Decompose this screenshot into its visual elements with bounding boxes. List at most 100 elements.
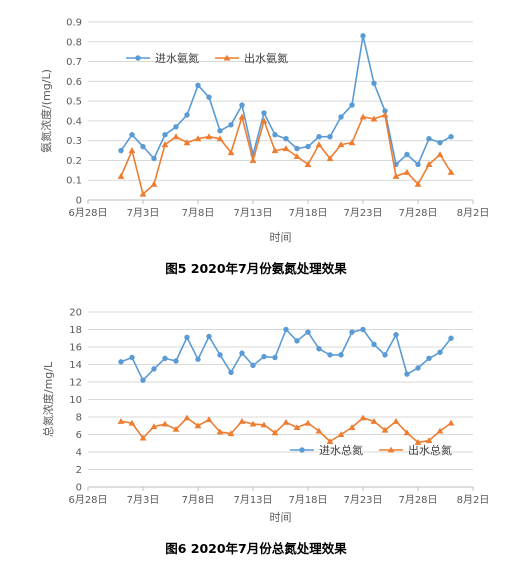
series-0-point xyxy=(195,82,201,88)
y-tick-label: 0.9 xyxy=(66,18,82,29)
series-1-point xyxy=(315,427,323,434)
y-tick-label: 18 xyxy=(69,325,82,336)
y-tick-label: 20 xyxy=(69,308,82,319)
y-axis-title: 氨氮浓度/(mg/L) xyxy=(39,69,53,153)
series-1-point xyxy=(271,147,279,154)
total-nitrogen-chart-svg: 0 2 4 6 8 10 12 14 16 18 20 6月28日 7月3日 7月8日 7月13日 7月18日… xyxy=(41,308,489,525)
series-0-point xyxy=(371,80,377,87)
series-0-point xyxy=(173,358,179,364)
series-0-point xyxy=(162,132,168,138)
y-tick-label: 0.5 xyxy=(66,97,82,108)
series-0-point xyxy=(360,33,366,39)
series-1-line xyxy=(120,114,452,195)
ammonia-chart: 0 0.1 0.2 0.3 0.4 0.5 0.6 0.7 0.8 0.9 6月28日 7月3日 7月8… xyxy=(0,0,512,282)
series-0-point xyxy=(437,139,443,146)
y-tick-label: 0.2 xyxy=(66,156,82,167)
series-0-point xyxy=(316,346,322,352)
series-0-point xyxy=(327,352,333,358)
series-1-point xyxy=(205,133,213,140)
series-1-point xyxy=(436,427,444,434)
figure6-caption: 图6 2020年7月份总氮处理效果 xyxy=(165,541,347,556)
series-0-point xyxy=(294,145,300,152)
series-0-point xyxy=(206,94,212,100)
series-0-point xyxy=(283,135,289,142)
series-0-point xyxy=(162,355,168,362)
x-tick-label: 7月28日 xyxy=(398,207,437,219)
series-1-point xyxy=(304,161,312,167)
series-1-point xyxy=(227,430,235,437)
series-0-point xyxy=(294,338,300,344)
series-0-point xyxy=(327,134,333,140)
y-tick-label: 0.3 xyxy=(66,136,82,147)
series-1-point xyxy=(249,420,257,427)
series-0-point xyxy=(228,369,234,376)
series-1-point xyxy=(381,111,389,118)
series-0-point xyxy=(426,135,432,142)
series-0-point xyxy=(349,329,355,335)
y-tick-label: 0.1 xyxy=(66,176,82,187)
y-axis-title: 总氮浓度/mg/L xyxy=(41,361,55,437)
series-0-point xyxy=(437,349,443,355)
y-tick-label: 16 xyxy=(69,343,82,354)
series-1-point xyxy=(172,425,180,432)
series-0-point xyxy=(349,102,355,108)
series-1-point xyxy=(260,421,268,428)
series-1-point xyxy=(161,420,169,427)
series-0-point xyxy=(415,161,421,168)
series-0-point xyxy=(360,326,366,333)
x-tick-label: 7月8日 xyxy=(182,494,215,506)
y-tick-label: 12 xyxy=(69,378,82,389)
legend-swatch-marker xyxy=(387,446,395,453)
series-1-point xyxy=(315,141,323,148)
series-1-point xyxy=(436,151,444,158)
series-1-point xyxy=(447,419,455,426)
y-tick-label: 14 xyxy=(69,360,82,371)
series-1-point xyxy=(348,424,356,431)
series-0-point xyxy=(415,365,421,371)
series-1-group xyxy=(117,111,455,197)
series-1-point xyxy=(337,431,345,438)
series-1-point xyxy=(128,419,136,426)
ammonia-chart-svg: 0 0.1 0.2 0.3 0.4 0.5 0.6 0.7 0.8 0.9 6月28日 7月3日 7月8… xyxy=(39,18,490,245)
series-0-point xyxy=(272,132,278,138)
series-1-point xyxy=(260,117,268,124)
x-tick-label: 7月3日 xyxy=(127,207,160,219)
x-tick-label: 8月2日 xyxy=(457,207,490,219)
series-0-point xyxy=(129,132,135,138)
y-tick-label: 6 xyxy=(76,430,82,441)
x-tick-label: 7月18日 xyxy=(288,494,327,506)
series-0-point xyxy=(184,112,190,118)
series-0-point xyxy=(272,354,278,361)
series-1-point xyxy=(359,113,367,120)
series-0-point xyxy=(239,102,245,108)
series-0-point xyxy=(206,333,212,340)
series-0-point xyxy=(261,353,267,360)
series-1-point xyxy=(403,168,411,175)
series-0-point xyxy=(316,134,322,140)
series-1-point xyxy=(150,423,158,430)
series-0-point xyxy=(261,110,267,116)
series-0-point xyxy=(283,326,289,333)
series-0-point xyxy=(217,352,223,358)
series-1-point xyxy=(392,172,400,179)
series-0-line xyxy=(120,328,452,382)
series-1-point xyxy=(161,141,169,148)
series-1-point xyxy=(238,113,246,120)
x-axis-title: 时间 xyxy=(270,231,292,244)
series-0-point xyxy=(338,114,344,120)
series-0-point xyxy=(184,334,190,341)
series-1-point xyxy=(128,147,136,154)
legend-item-1: 出水氨氮 xyxy=(215,51,288,65)
series-1-point xyxy=(139,190,147,197)
series-1-point xyxy=(337,141,345,148)
series-1-point xyxy=(271,429,279,436)
series-1-point xyxy=(447,168,455,175)
series-0-point xyxy=(305,329,311,335)
series-1-point xyxy=(117,417,125,424)
series-0-point xyxy=(151,155,157,162)
x-tick-label: 7月18日 xyxy=(288,207,327,219)
x-tick-label: 7月8日 xyxy=(182,207,215,219)
series-1-point xyxy=(150,180,158,187)
series-1-point xyxy=(249,157,257,163)
x-tick-label: 7月23日 xyxy=(343,207,382,219)
